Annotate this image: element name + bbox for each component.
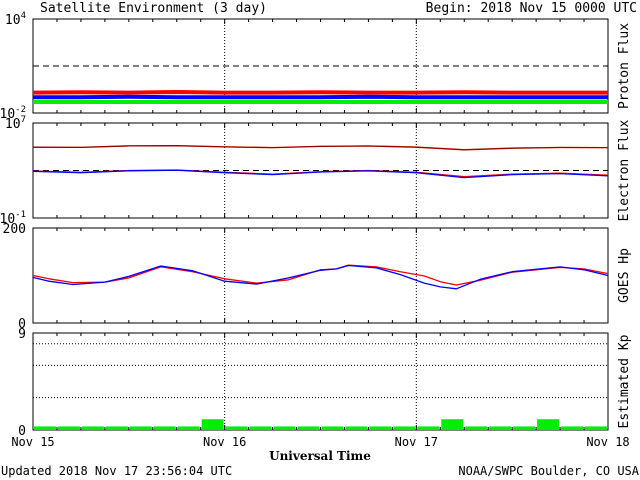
x-tick-label: Nov 18 bbox=[586, 435, 629, 449]
goes-hp-frame bbox=[32, 227, 609, 324]
kp-bar bbox=[345, 426, 368, 430]
kp-bar bbox=[585, 426, 607, 430]
electron-flux-panel: 107 10-1 Electron Flux bbox=[0, 115, 632, 227]
kp-bar bbox=[537, 419, 560, 430]
kp-bar bbox=[561, 426, 584, 430]
y-tick-label: 200 bbox=[3, 222, 26, 237]
series-line bbox=[32, 264, 609, 290]
y-tick-label: 10-1 bbox=[0, 210, 26, 227]
series-line bbox=[33, 94, 608, 100]
begin-time: Begin: 2018 Nov 15 0000 UTC bbox=[426, 1, 637, 16]
kp-bar bbox=[129, 426, 152, 430]
goes-hp-panel: 200 0 GOES Hp bbox=[3, 222, 632, 332]
series-line bbox=[32, 145, 609, 151]
x-axis-label: Universal Time bbox=[269, 449, 371, 463]
electron-flux-ylabel: Electron Flux bbox=[617, 119, 632, 221]
kp-bar bbox=[465, 426, 488, 430]
kp-bar bbox=[321, 426, 344, 430]
x-tick-label: Nov 15 bbox=[11, 435, 54, 449]
kp-bar bbox=[81, 426, 104, 430]
estimated-kp-ylabel: Estimated Kp bbox=[617, 334, 632, 428]
y-tick-label: 0 bbox=[18, 317, 26, 332]
kp-bar bbox=[489, 426, 512, 430]
kp-bar bbox=[177, 426, 200, 430]
figure-title: Satellite Environment (3 day) bbox=[40, 1, 267, 16]
estimated-kp-frame bbox=[32, 332, 609, 431]
kp-bar bbox=[57, 426, 80, 430]
kp-bar bbox=[297, 426, 320, 430]
series-line bbox=[32, 264, 609, 286]
series-line bbox=[32, 90, 608, 95]
credit-text: NOAA/SWPC Boulder, CO USA bbox=[458, 464, 639, 478]
y-tick-label: 104 bbox=[5, 11, 26, 28]
kp-bar bbox=[513, 426, 536, 430]
estimated-kp-panel: 9 0 Estimated Kp bbox=[18, 327, 632, 439]
y-tick-label: 10-2 bbox=[0, 105, 26, 122]
kp-bar bbox=[34, 426, 56, 430]
goes-hp-ylabel: GOES Hp bbox=[617, 248, 632, 303]
x-axis: Nov 15 Nov 16 Nov 17 Nov 18 bbox=[11, 435, 629, 449]
y-tick-label: 0 bbox=[18, 424, 26, 439]
updated-timestamp: Updated 2018 Nov 17 23:56:04 UTC bbox=[1, 464, 232, 478]
kp-bar bbox=[201, 419, 224, 430]
kp-bar bbox=[417, 426, 440, 430]
kp-bar bbox=[441, 419, 464, 430]
kp-bar bbox=[105, 426, 128, 430]
proton-flux-panel: 104 10-2 Proton Flux bbox=[0, 11, 632, 122]
x-tick-label: Nov 17 bbox=[395, 435, 438, 449]
y-tick-label: 9 bbox=[18, 327, 26, 342]
kp-bar bbox=[225, 426, 248, 430]
kp-bar bbox=[369, 426, 392, 430]
x-tick-label: Nov 16 bbox=[203, 435, 246, 449]
series-line bbox=[32, 169, 609, 179]
kp-bar bbox=[393, 426, 416, 430]
kp-bar bbox=[273, 426, 296, 430]
proton-flux-ylabel: Proton Flux bbox=[617, 23, 632, 109]
kp-bar bbox=[249, 426, 272, 430]
kp-bar bbox=[153, 426, 176, 430]
y-tick-label: 107 bbox=[5, 115, 26, 132]
